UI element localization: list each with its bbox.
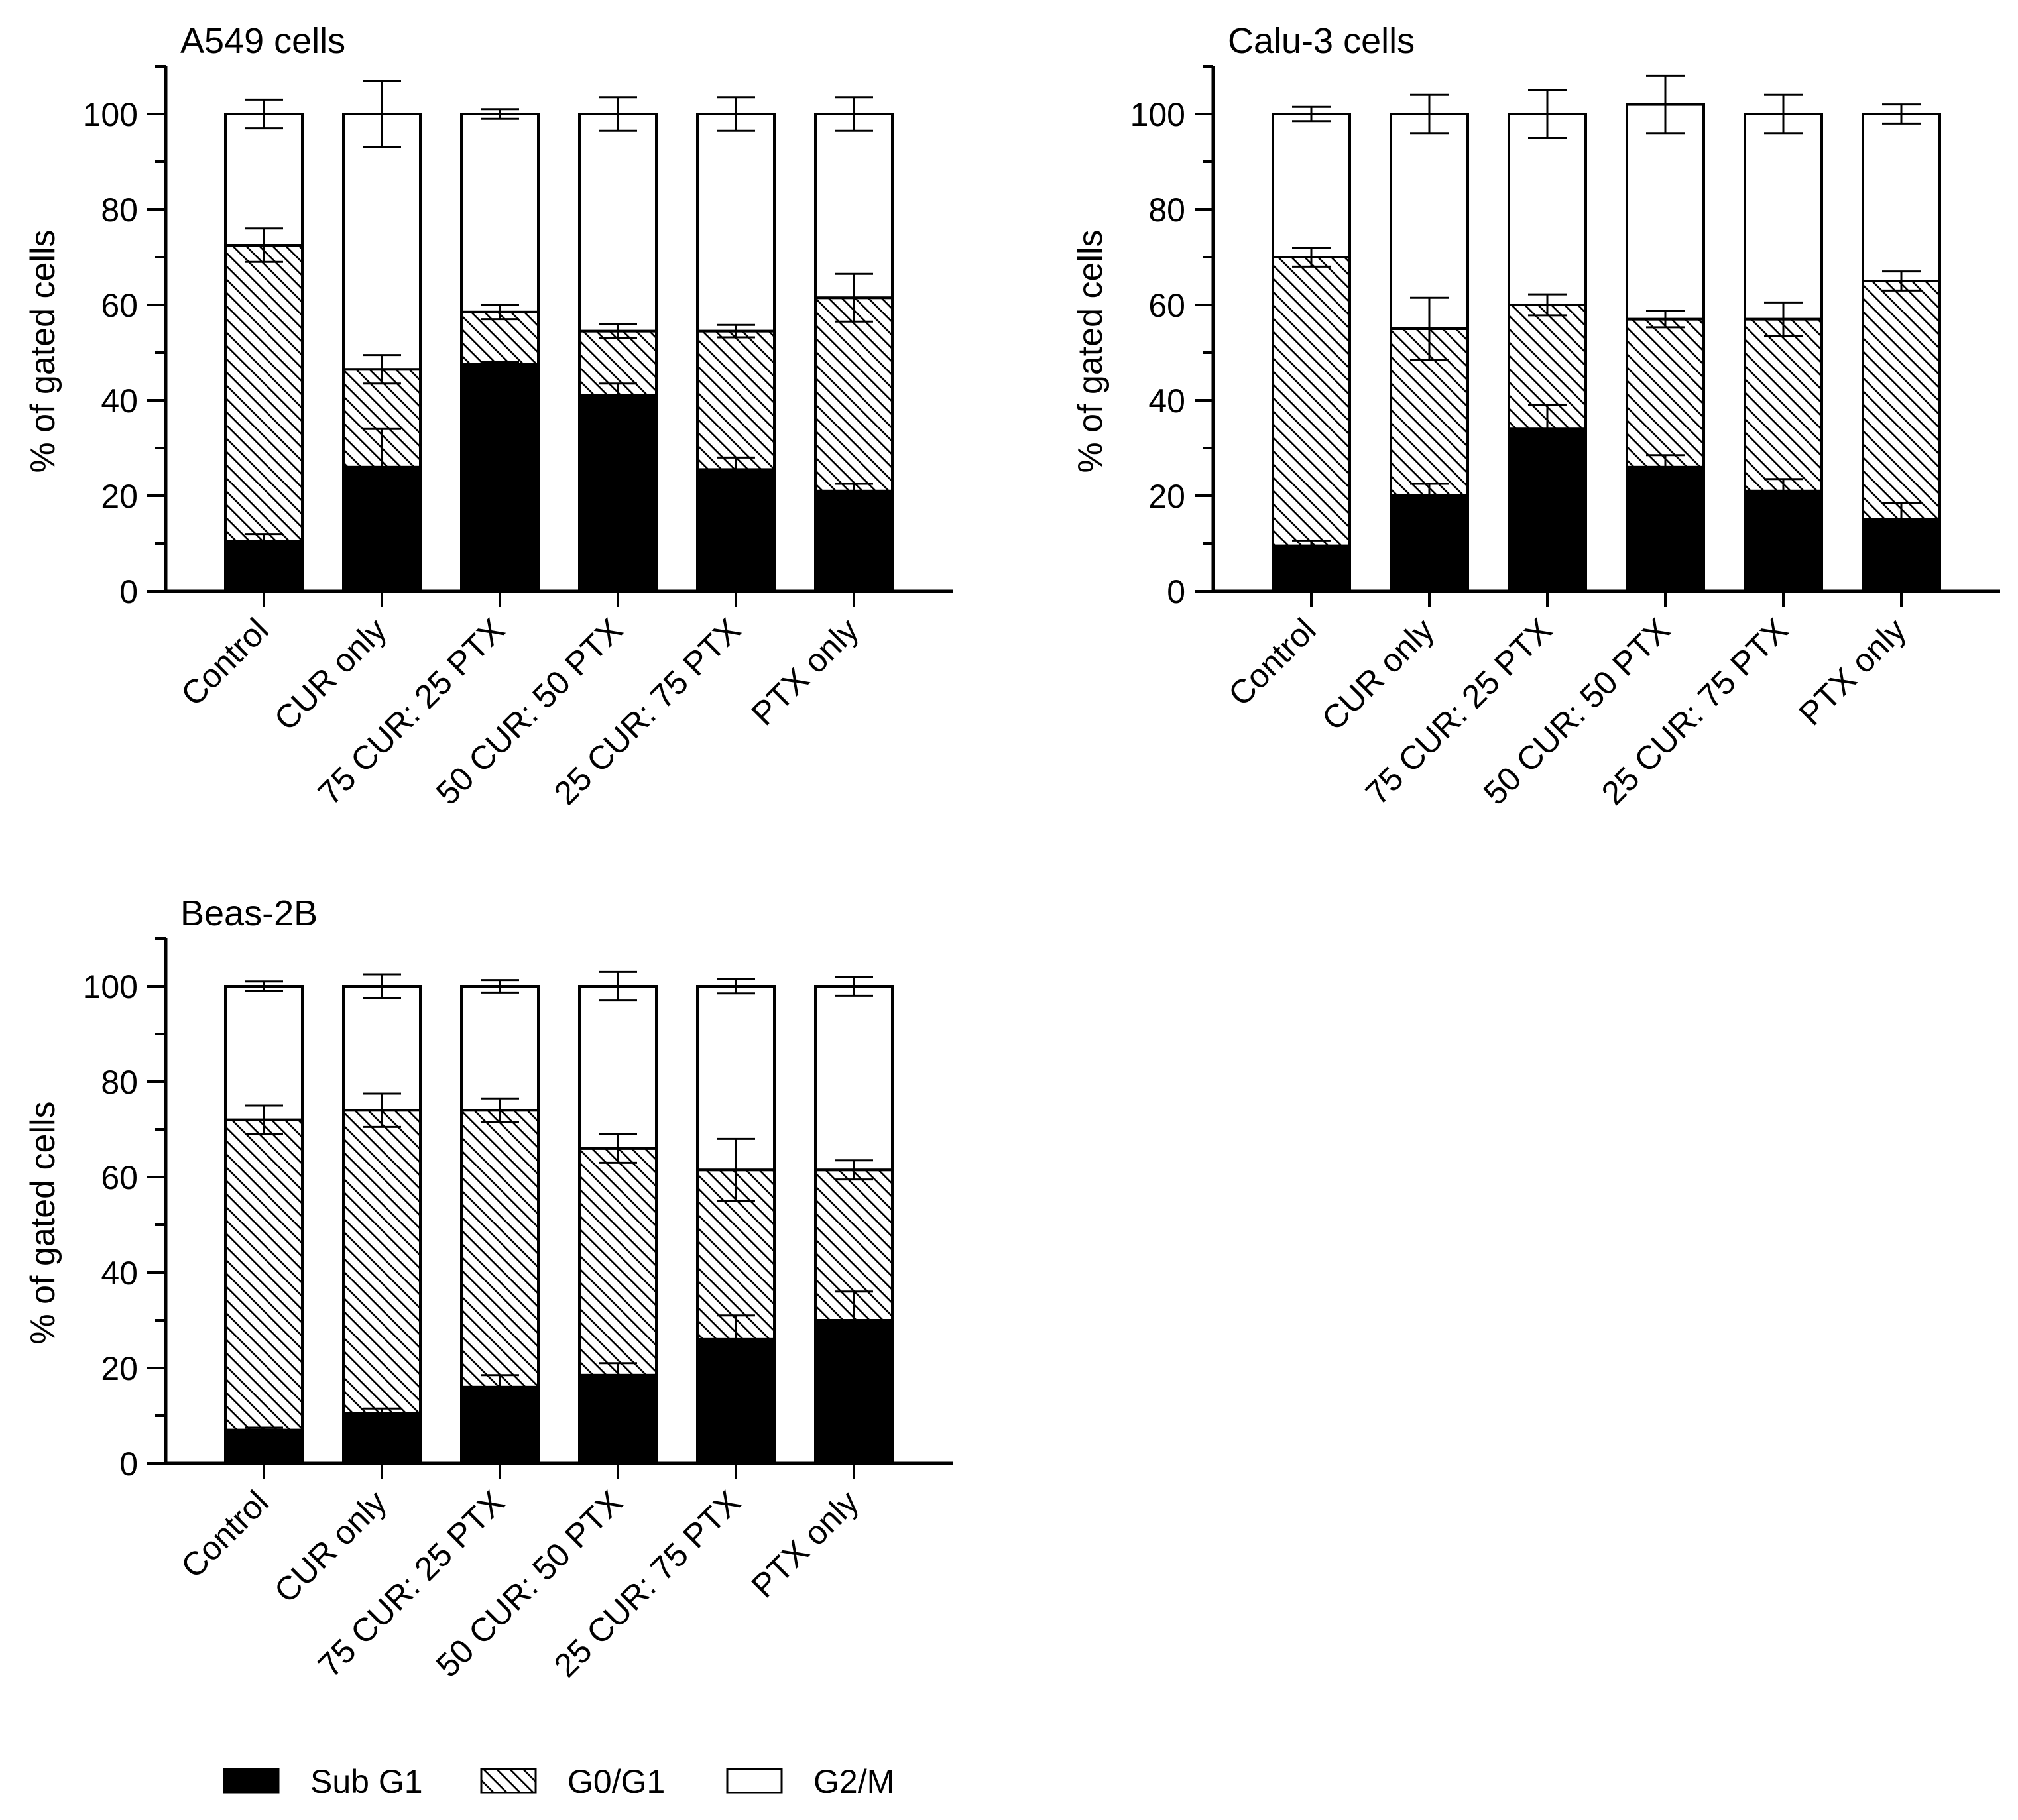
bar-segment-g2-m xyxy=(814,113,894,300)
y-tick-label: 80 xyxy=(101,192,138,229)
y-tick-label: 60 xyxy=(1148,287,1185,324)
bar-segment-g2-m xyxy=(460,113,540,313)
bar-segment-sub-g1 xyxy=(224,1428,304,1465)
legend: Sub G1 G0/G1 G2/M xyxy=(223,1763,894,1800)
chart-panel-beas2b: Beas-2B % of gated cells 0 20 40 60 80 100 Con… xyxy=(24,893,953,1684)
y-tick-label: 40 xyxy=(101,1255,138,1292)
bar-segment-g2-m xyxy=(1390,113,1469,330)
y-tick-label: 60 xyxy=(101,1159,138,1196)
bar-segment-g2-m xyxy=(342,113,422,371)
y-tick-label: 0 xyxy=(119,573,138,610)
y-tick-label: 0 xyxy=(1167,573,1185,610)
y-tick-label: 100 xyxy=(83,96,138,133)
bar-segment-sub-g1 xyxy=(1272,544,1351,593)
y-tick-label: 20 xyxy=(1148,478,1185,515)
x-tick-label: CUR only xyxy=(267,1483,394,1610)
chart-title: Calu-3 cells xyxy=(1228,21,1415,61)
y-tick-label: 20 xyxy=(101,478,138,515)
bar-segment-sub-g1 xyxy=(1744,489,1823,593)
bar-segment-g2-m xyxy=(814,985,894,1172)
bar-segment-sub-g1 xyxy=(460,363,540,593)
bar-segment-g2-m xyxy=(224,985,304,1121)
legend-label-g0-g1: G0/G1 xyxy=(567,1763,665,1800)
bar-segment-sub-g1 xyxy=(1508,427,1587,593)
x-tick-label: PTX only xyxy=(1792,611,1913,732)
y-tick-label: 80 xyxy=(1148,192,1185,229)
x-tick-label: Control xyxy=(174,1483,276,1585)
legend-swatch-g2-m xyxy=(726,1768,783,1794)
legend-swatch-sub-g1 xyxy=(223,1768,280,1794)
y-tick-label: 40 xyxy=(101,382,138,420)
bar-segment-g2-m xyxy=(1508,113,1587,306)
bar-segment-sub-g1 xyxy=(696,468,776,593)
legend-label-sub-g1: Sub G1 xyxy=(310,1763,423,1800)
x-tick-label: PTX only xyxy=(744,1483,866,1605)
chart-title: A549 cells xyxy=(180,21,345,61)
y-tick-label: 40 xyxy=(1148,382,1185,420)
y-tick-label: 60 xyxy=(101,287,138,324)
bar-segment-g0-g1 xyxy=(342,1109,422,1415)
bar-segment-g2-m xyxy=(578,113,658,333)
x-tick-label: PTX only xyxy=(744,611,866,732)
bar-segment-g2-m xyxy=(1272,113,1351,258)
bar-segment-g0-g1 xyxy=(1862,280,1941,521)
bar-segment-g2-m xyxy=(342,985,422,1112)
bar-segment-g2-m xyxy=(224,113,304,247)
bar-segment-g0-g1 xyxy=(224,1118,304,1432)
chart-title: Beas-2B xyxy=(180,893,318,933)
y-tick-label: 100 xyxy=(1130,96,1185,133)
bar-segment-g2-m xyxy=(696,113,776,333)
bar-segment-g0-g1 xyxy=(1272,256,1351,547)
bar-segment-g0-g1 xyxy=(224,244,304,543)
x-tick-label: CUR only xyxy=(267,611,394,738)
bar-segment-sub-g1 xyxy=(578,1373,658,1465)
y-axis-label: % of gated cells xyxy=(1071,229,1110,473)
chart-panel-calu3: Calu-3 cells % of gated cells 0 20 40 60 80 1… xyxy=(1071,21,2000,812)
bar-segment-g2-m xyxy=(1862,113,1941,282)
chart-panel-a549: A549 cells % of gated cells 0 20 40 60 80 100… xyxy=(24,21,953,812)
x-tick-label: Control xyxy=(1221,611,1323,713)
bar-segment-g0-g1 xyxy=(1744,317,1823,492)
bar-segment-g0-g1 xyxy=(696,329,776,471)
bar-segment-sub-g1 xyxy=(1390,494,1469,593)
bar-segment-g2-m xyxy=(460,985,540,1112)
bar-segment-g2-m xyxy=(1626,103,1705,321)
x-tick-label: CUR only xyxy=(1315,611,1441,738)
y-axis-label: % of gated cells xyxy=(24,229,62,473)
y-tick-label: 80 xyxy=(101,1064,138,1101)
y-tick-label: 100 xyxy=(83,968,138,1005)
bar-segment-sub-g1 xyxy=(578,394,658,593)
bar-segment-g0-g1 xyxy=(460,1109,540,1389)
legend-swatch-g0-g1 xyxy=(480,1768,537,1794)
bar-segment-g2-m xyxy=(1744,113,1823,321)
bar-segment-g0-g1 xyxy=(814,296,894,492)
bar-segment-sub-g1 xyxy=(342,1412,422,1465)
y-axis-label: % of gated cells xyxy=(24,1101,62,1344)
y-tick-label: 0 xyxy=(119,1446,138,1483)
legend-label-g2-m: G2/M xyxy=(813,1763,894,1800)
x-tick-label: Control xyxy=(174,611,276,713)
bar-segment-g0-g1 xyxy=(578,1147,658,1377)
bar-segment-sub-g1 xyxy=(1626,465,1705,593)
bar-segment-g0-g1 xyxy=(1626,317,1705,469)
bar-segment-g2-m xyxy=(578,985,658,1150)
bar-segment-sub-g1 xyxy=(814,489,894,593)
y-tick-label: 20 xyxy=(101,1350,138,1387)
